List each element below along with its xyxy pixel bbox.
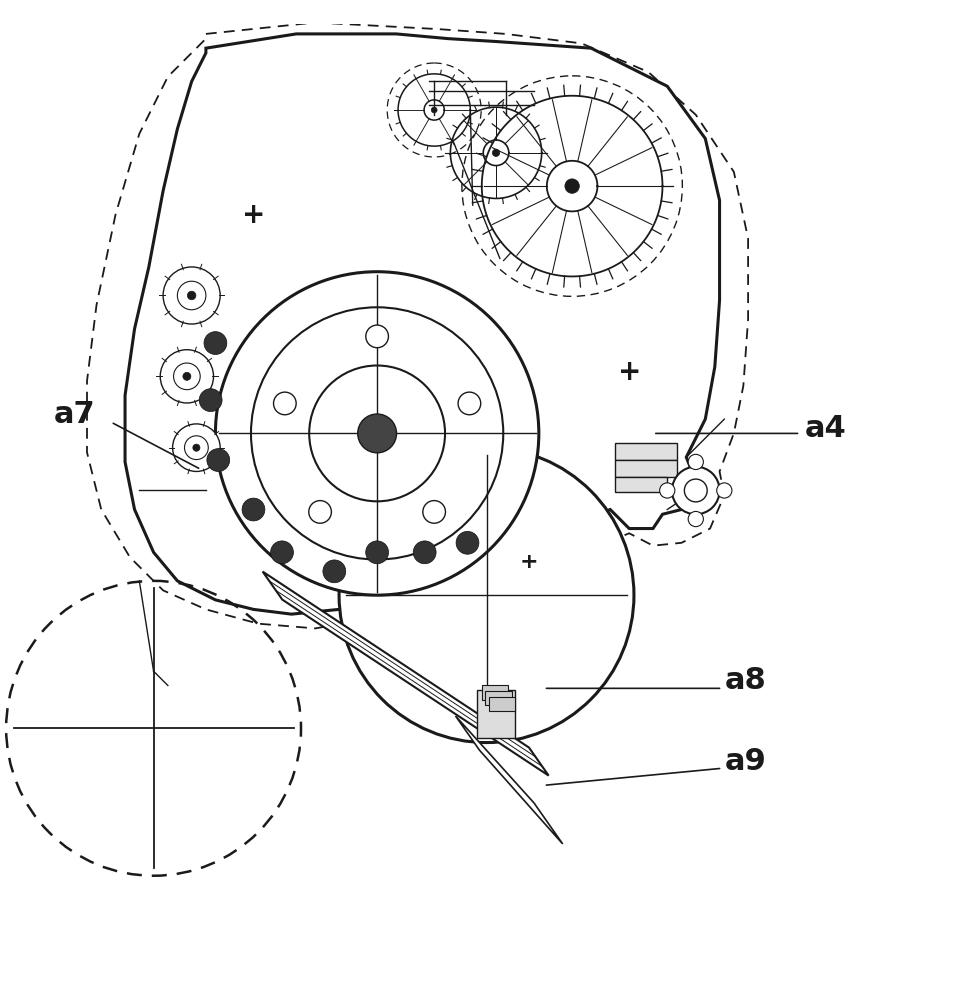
Text: +: + bbox=[241, 201, 265, 229]
Polygon shape bbox=[455, 716, 562, 844]
Circle shape bbox=[456, 531, 478, 554]
Bar bbox=[615, 460, 676, 477]
Circle shape bbox=[242, 498, 265, 521]
Circle shape bbox=[322, 560, 345, 583]
Polygon shape bbox=[488, 697, 515, 711]
Circle shape bbox=[184, 436, 208, 460]
Circle shape bbox=[204, 332, 227, 354]
Circle shape bbox=[564, 179, 578, 193]
Circle shape bbox=[215, 272, 538, 595]
Circle shape bbox=[193, 444, 200, 451]
Circle shape bbox=[187, 291, 195, 300]
Circle shape bbox=[683, 479, 706, 502]
Bar bbox=[615, 477, 666, 492]
Circle shape bbox=[173, 363, 200, 390]
Circle shape bbox=[160, 350, 213, 403]
Text: +: + bbox=[617, 358, 640, 386]
Text: a9: a9 bbox=[723, 747, 765, 776]
Circle shape bbox=[716, 483, 731, 498]
Circle shape bbox=[457, 392, 480, 415]
Polygon shape bbox=[476, 690, 515, 738]
Bar bbox=[615, 443, 676, 460]
Polygon shape bbox=[262, 572, 548, 776]
Circle shape bbox=[163, 267, 220, 324]
Circle shape bbox=[671, 467, 719, 514]
Circle shape bbox=[207, 449, 230, 471]
Text: a7: a7 bbox=[53, 400, 95, 429]
Circle shape bbox=[413, 541, 436, 564]
Circle shape bbox=[365, 325, 388, 348]
Circle shape bbox=[431, 107, 436, 113]
Circle shape bbox=[274, 392, 295, 415]
Polygon shape bbox=[485, 691, 511, 705]
Circle shape bbox=[177, 281, 206, 310]
Circle shape bbox=[365, 541, 388, 564]
Circle shape bbox=[172, 424, 220, 471]
Circle shape bbox=[183, 372, 191, 380]
Circle shape bbox=[687, 454, 702, 470]
Circle shape bbox=[199, 389, 222, 412]
Text: +: + bbox=[519, 552, 538, 572]
Text: a4: a4 bbox=[804, 414, 846, 443]
Circle shape bbox=[357, 414, 396, 453]
Circle shape bbox=[492, 149, 499, 156]
Text: a8: a8 bbox=[723, 666, 765, 695]
Polygon shape bbox=[125, 34, 719, 614]
Circle shape bbox=[422, 501, 445, 523]
Circle shape bbox=[659, 483, 674, 498]
Circle shape bbox=[309, 501, 331, 523]
Circle shape bbox=[338, 448, 634, 743]
Circle shape bbox=[687, 511, 702, 527]
Circle shape bbox=[271, 541, 294, 564]
Polygon shape bbox=[481, 685, 508, 700]
